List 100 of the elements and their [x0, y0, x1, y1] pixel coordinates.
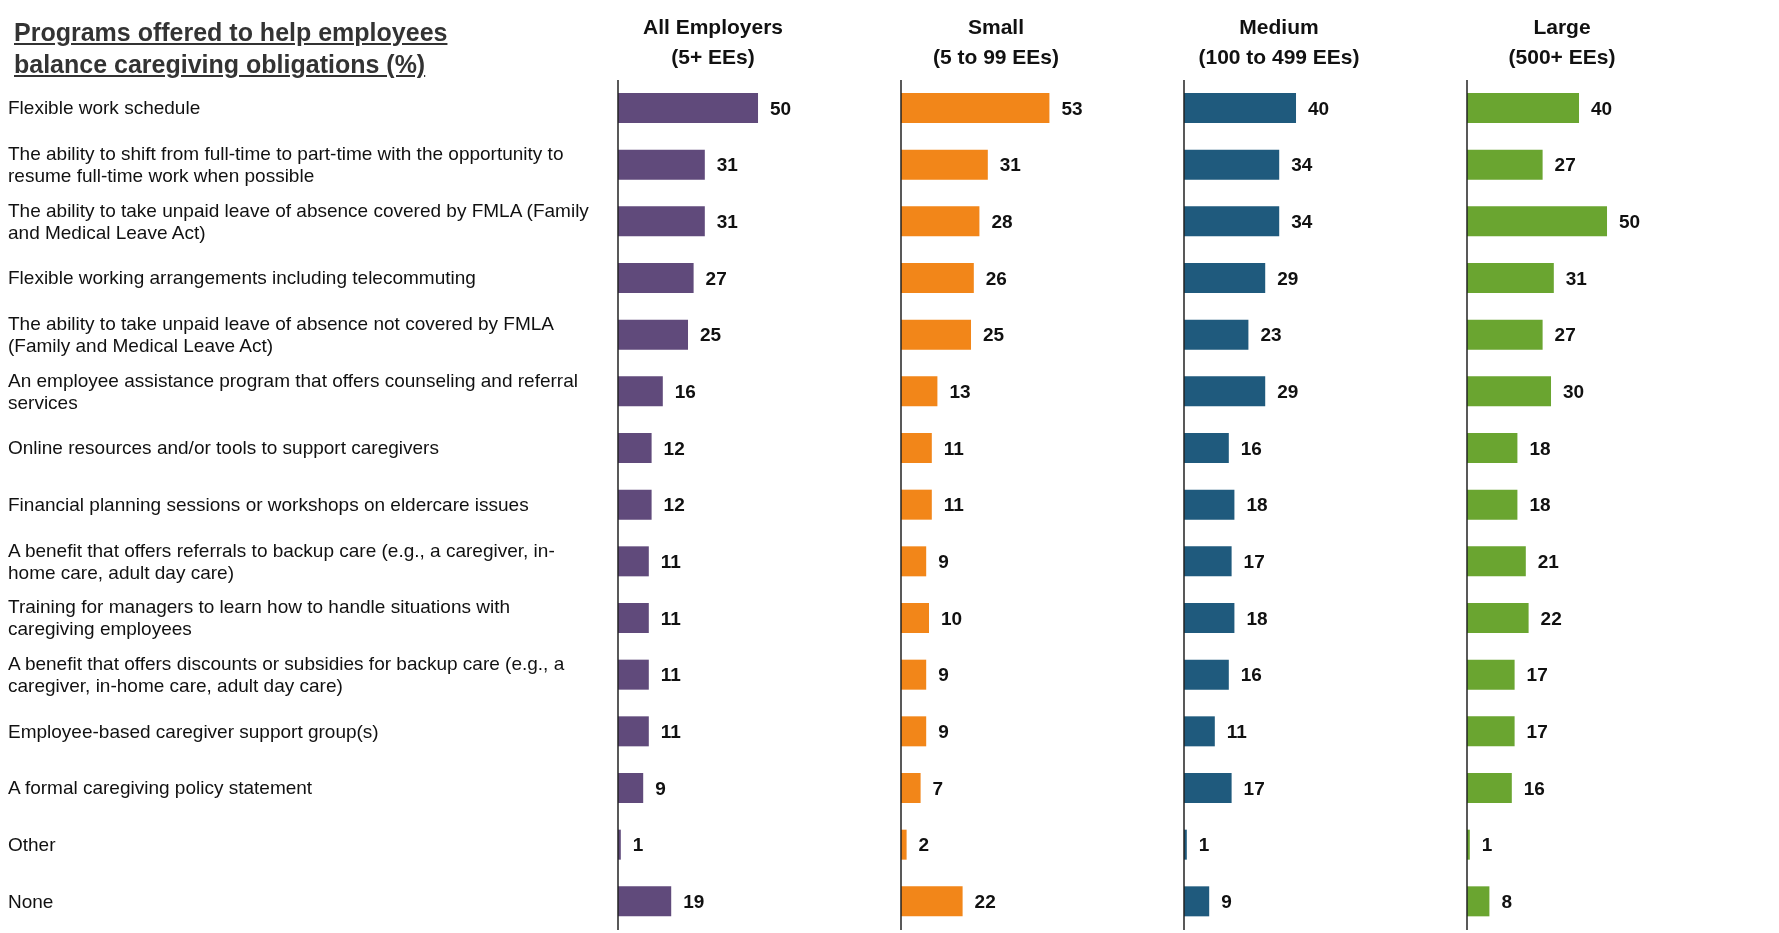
- data-label: 31: [999, 154, 1022, 176]
- chart-title: Medium (100 to 499 EEs): [1197, 14, 1361, 70]
- bar: [1467, 489, 1518, 520]
- bar: [1184, 433, 1229, 463]
- bar: [618, 149, 705, 180]
- bar: [901, 376, 938, 407]
- bar: [1467, 149, 1543, 180]
- data-label: 40: [1308, 97, 1330, 119]
- data-label: 53: [1061, 97, 1083, 119]
- bar: [901, 149, 988, 180]
- data-label: 11: [1226, 721, 1248, 743]
- y-tick-label: Online resources and/or tools to support caregivers: [8, 436, 440, 461]
- data-label: 11: [943, 494, 965, 516]
- data-label: 17: [1526, 664, 1548, 686]
- bar: [1184, 489, 1235, 520]
- data-label: 1: [1198, 834, 1210, 856]
- data-label: 27: [1554, 154, 1576, 176]
- data-label: 16: [1240, 437, 1262, 459]
- y-tick-label: A benefit that offers referrals to backup care (e.g., a caregiver, in-home care, adult day care): [8, 538, 556, 585]
- bar: [1467, 603, 1529, 633]
- data-label: 23: [1260, 324, 1282, 346]
- y-tick-label: Other: [8, 833, 57, 857]
- data-label: 27: [1554, 324, 1576, 346]
- data-label: 29: [1277, 381, 1299, 403]
- data-label: 31: [716, 154, 739, 176]
- bar: [1184, 376, 1266, 407]
- bar: [901, 433, 932, 463]
- data-label: 18: [1246, 494, 1268, 516]
- data-label: 11: [660, 664, 682, 686]
- data-label: 17: [1243, 551, 1265, 573]
- data-label: 29: [1277, 267, 1299, 289]
- data-label: 28: [991, 211, 1013, 233]
- data-label: 16: [674, 381, 696, 403]
- data-label: 18: [1529, 437, 1551, 459]
- y-tick-label: An employee assistance program that offers counseling and referral services: [8, 368, 579, 415]
- bar: [1467, 659, 1515, 690]
- bar: [1467, 546, 1526, 577]
- data-label: 1: [1481, 834, 1493, 856]
- bar: [901, 603, 929, 633]
- bar: [1467, 433, 1518, 463]
- y-tick-label: A benefit that offers discounts or subsidies for backup care (e.g., a caregiver, in-home care, adult day care): [8, 652, 566, 698]
- bar: [901, 263, 974, 293]
- bar: [901, 546, 927, 577]
- data-label: 8: [1501, 891, 1512, 913]
- bar: [618, 546, 649, 577]
- bar: [901, 206, 980, 237]
- data-label: 1: [632, 834, 644, 856]
- data-label: 27: [705, 267, 727, 289]
- data-label: 9: [938, 664, 949, 686]
- bar: [901, 773, 921, 803]
- bar: [901, 319, 972, 350]
- data-label: 12: [663, 494, 685, 516]
- data-label: 22: [974, 891, 996, 913]
- bar: [618, 433, 652, 463]
- bar: [618, 263, 694, 293]
- y-tick-label: Flexible work schedule: [8, 96, 202, 121]
- bar: [1184, 263, 1266, 293]
- bar: [901, 886, 963, 917]
- bar: [618, 603, 649, 633]
- bar: [1184, 206, 1280, 237]
- data-label: 25: [700, 324, 722, 346]
- data-label: 9: [1221, 891, 1232, 913]
- data-label: 40: [1591, 97, 1613, 119]
- bar: [1467, 263, 1554, 293]
- data-label: 31: [1565, 267, 1588, 289]
- data-label: 11: [660, 721, 682, 743]
- y-tick-label: None: [8, 889, 55, 914]
- y-tick-label: The ability to take unpaid leave of absence not covered by FMLA (Family and Medical Leave Act): [8, 312, 555, 358]
- data-label: 9: [655, 777, 666, 799]
- bar: [618, 376, 663, 407]
- data-label: 12: [663, 437, 685, 459]
- data-label: 31: [716, 211, 739, 233]
- bar: [1184, 149, 1280, 180]
- y-tick-label: The ability to shift from full-time to part-time with the opportunity to resume full-time work when possible: [8, 142, 565, 188]
- data-label: 34: [1291, 211, 1313, 233]
- bar: [1467, 716, 1515, 747]
- data-label: 9: [938, 551, 949, 573]
- bar: [1184, 659, 1229, 690]
- bar: [901, 659, 927, 690]
- text: Programs offered to help employees balance caregiving obligations (%): [14, 17, 449, 80]
- data-label: 11: [943, 437, 965, 459]
- data-label: 9: [938, 721, 949, 743]
- bar: [618, 489, 652, 520]
- data-label: 16: [1240, 664, 1262, 686]
- data-label: 7: [932, 777, 944, 799]
- y-tick-label: A formal caregiving policy statement: [8, 776, 314, 801]
- y-tick-label: The ability to take unpaid leave of absence covered by FMLA (Family and Medical Leave Act): [8, 198, 590, 245]
- bar: [901, 489, 932, 520]
- data-label: 25: [983, 324, 1005, 346]
- y-tick-label: Training for managers to learn how to handle situations with caregiving employees: [8, 595, 511, 642]
- data-label: 34: [1291, 154, 1313, 176]
- bar: [618, 716, 649, 747]
- bar: [901, 93, 1050, 123]
- data-label: 30: [1563, 381, 1585, 403]
- data-label: 10: [941, 607, 963, 629]
- bar: [1184, 319, 1249, 350]
- data-label: 11: [660, 551, 682, 573]
- data-label: 18: [1246, 607, 1268, 629]
- bar: [1467, 773, 1512, 803]
- bar: [1467, 886, 1490, 917]
